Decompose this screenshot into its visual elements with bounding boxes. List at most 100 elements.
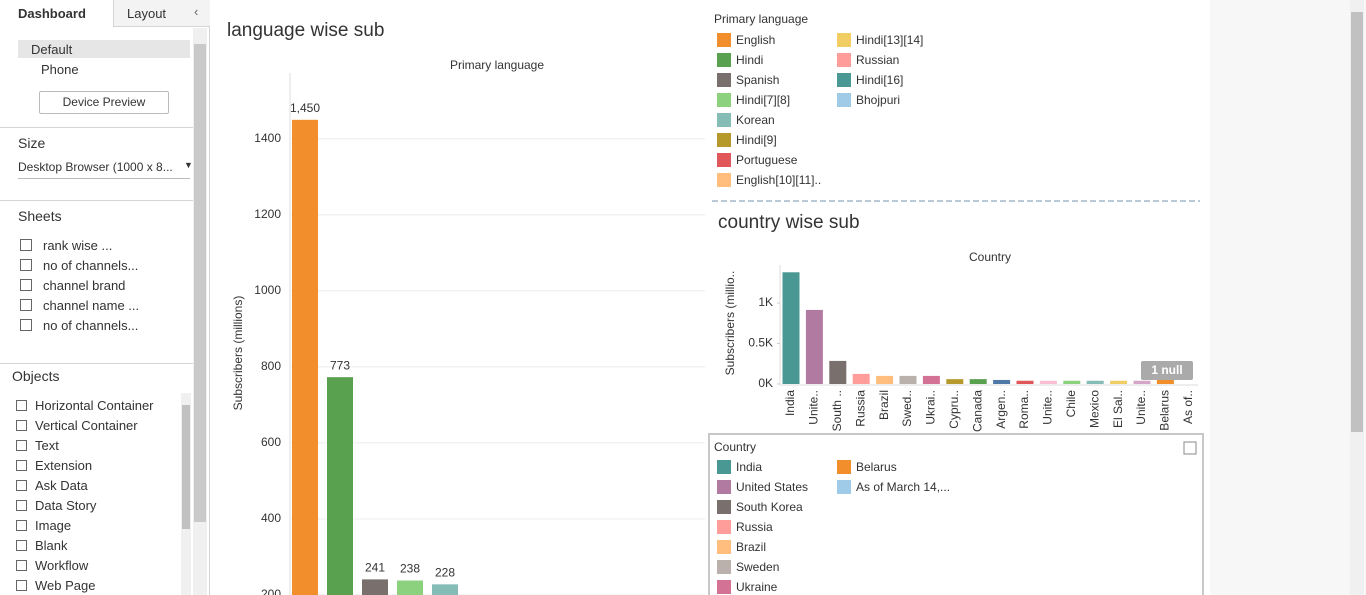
object-icon: [16, 560, 27, 571]
x-tick-label: India: [783, 390, 797, 416]
object-icon: [16, 520, 27, 531]
bar: [1156, 379, 1174, 384]
legend-swatch: [837, 480, 851, 494]
legend-label: Sweden: [736, 560, 779, 574]
selected-row[interactable]: [18, 40, 190, 58]
sheet-item[interactable]: no of channels...: [43, 258, 139, 273]
legend-label: India: [736, 460, 762, 474]
x-tick-label: Brazil: [877, 390, 891, 420]
scroll-thumb[interactable]: [1351, 12, 1363, 432]
sheet-icon: [20, 299, 32, 311]
tab-active[interactable]: [0, 0, 113, 28]
scroll-thumb[interactable]: [194, 44, 206, 522]
x-tick-label: South ..: [830, 390, 844, 431]
object-item[interactable]: Vertical Container: [35, 418, 138, 433]
device-option[interactable]: Phone: [41, 62, 79, 77]
sidebar: Dashboard Layout ‹ Default Phone Device …: [0, 0, 210, 595]
sheet-item[interactable]: no of channels...: [43, 318, 139, 333]
object-icon: [16, 480, 27, 491]
legend-title: Country: [714, 440, 756, 454]
section-title: Sheets: [18, 208, 62, 224]
object-item[interactable]: Workflow: [35, 558, 89, 573]
legend-label: Belarus: [856, 460, 897, 474]
device-option[interactable]: Default: [31, 42, 73, 57]
dropdown-arrow[interactable]: ▼: [184, 160, 193, 170]
x-tick-label: Ukrai..: [924, 390, 938, 425]
chart-title: country wise sub: [718, 212, 860, 233]
x-tick-label: Chile: [1064, 390, 1078, 418]
legend-swatch: [717, 133, 731, 147]
legend-label: Russia: [736, 520, 773, 534]
y-tick-label: 800: [261, 359, 281, 373]
object-item[interactable]: Horizontal Container: [35, 398, 154, 413]
object-item[interactable]: Ask Data: [35, 478, 88, 493]
y-axis-label: Subscribers (millions): [231, 296, 245, 411]
x-tick-label: Cypru..: [947, 390, 961, 429]
tab-label[interactable]: Layout: [127, 6, 167, 21]
divider: [0, 127, 193, 128]
section-title: Size: [18, 135, 46, 151]
bar: [1063, 380, 1081, 384]
underline: [18, 178, 190, 179]
legend-swatch: [717, 580, 731, 594]
size-dropdown[interactable]: Desktop Browser (1000 x 8...: [18, 160, 173, 174]
sheet-item[interactable]: channel name ...: [43, 298, 140, 313]
scroll-thumb[interactable]: [182, 405, 190, 529]
object-item[interactable]: Image: [35, 518, 72, 533]
object-item[interactable]: Extension: [35, 458, 93, 473]
legend-swatch: [717, 480, 731, 494]
object-icon: [16, 580, 27, 591]
object-item[interactable]: Blank: [35, 538, 68, 553]
tab-label[interactable]: Dashboard: [18, 6, 86, 21]
null-indicator-label: 1 null: [1151, 363, 1182, 377]
collapse-button[interactable]: ‹: [194, 4, 199, 19]
tab[interactable]: [113, 0, 210, 27]
bar: [1039, 380, 1057, 384]
device-preview-button[interactable]: Device Preview: [39, 91, 169, 114]
y-axis-label: Subscribers (millio..: [723, 271, 737, 376]
sheet-icon: [20, 279, 32, 291]
object-icon: [16, 540, 27, 551]
legend-swatch: [717, 73, 731, 87]
bar: [852, 373, 870, 384]
sheet-icon: [20, 259, 32, 271]
legend-menu: [1183, 441, 1197, 455]
legend-swatch: [717, 153, 731, 167]
bar: [1016, 380, 1034, 384]
divider: [0, 363, 193, 364]
data-label: 238: [400, 562, 420, 576]
sheet-icon: [20, 319, 32, 331]
sheet-item[interactable]: channel brand: [43, 278, 126, 293]
y-tick-label: 1400: [254, 131, 281, 145]
bar: [782, 272, 800, 384]
bar: [899, 375, 917, 384]
section-title: Objects: [12, 368, 60, 384]
legend-swatch: [717, 173, 731, 187]
legend-title: Primary language: [714, 12, 808, 26]
legend-swatch: [717, 93, 731, 107]
x-tick-label: As of..: [1181, 390, 1195, 424]
canvas-margin: [1210, 0, 1366, 595]
object-item[interactable]: Web Page: [35, 578, 96, 593]
legend-label: Hindi[16]: [856, 73, 903, 87]
legend-label: Russian: [856, 53, 899, 67]
object-item[interactable]: Text: [35, 438, 59, 453]
sheet-item[interactable]: rank wise ...: [43, 238, 113, 253]
bar: [432, 584, 458, 595]
x-tick-label: Unite..: [1041, 390, 1055, 425]
bar: [327, 377, 353, 595]
legend-swatch: [717, 500, 731, 514]
x-tick-label: Argen..: [994, 390, 1008, 429]
legend-swatch: [717, 53, 731, 67]
legend-swatch: [837, 460, 851, 474]
legend-swatch: [837, 93, 851, 107]
bar: [993, 379, 1011, 384]
object-icon: [16, 460, 27, 471]
y-tick-label: 0K: [758, 376, 773, 390]
sheet-icon: [20, 239, 32, 251]
object-item[interactable]: Data Story: [35, 498, 97, 513]
legend-label: Hindi[9]: [736, 133, 777, 147]
bar: [362, 579, 388, 595]
